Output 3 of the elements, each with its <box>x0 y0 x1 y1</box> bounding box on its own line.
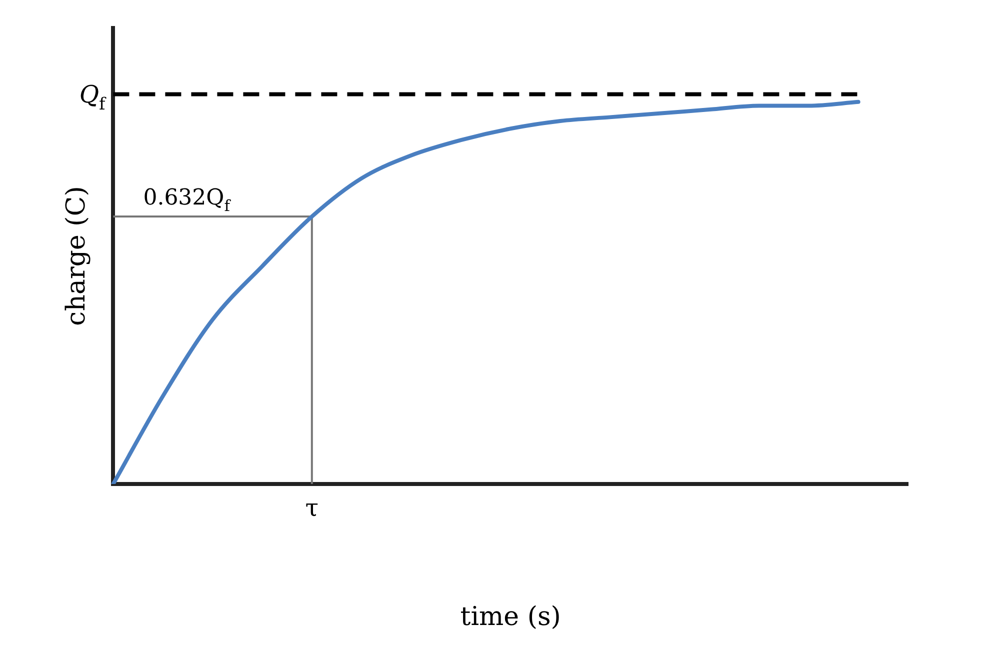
text: τ <box>305 494 319 522</box>
y-axis-title: charge (C) <box>61 186 92 326</box>
x-axis-title: time (s) <box>460 602 561 632</box>
